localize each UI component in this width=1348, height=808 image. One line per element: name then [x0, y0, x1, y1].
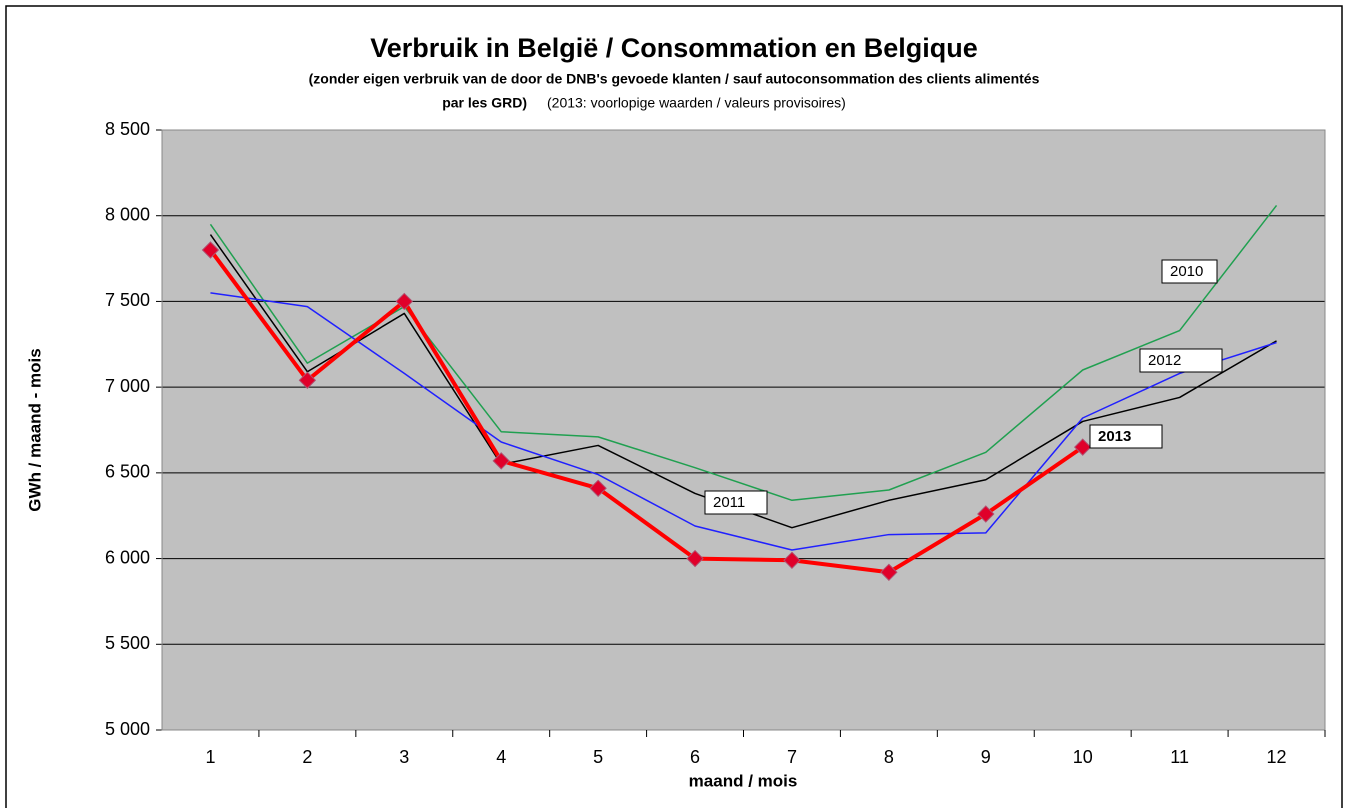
y-tick-label: 6 500: [105, 462, 150, 482]
x-tick-label: 10: [1073, 747, 1093, 767]
x-tick-label: 5: [593, 747, 603, 767]
y-tick-label: 5 500: [105, 633, 150, 653]
data-point: [589, 479, 607, 497]
data-point: [880, 563, 898, 581]
y-axis-label: GWh / maand - mois: [25, 348, 44, 511]
series-label: 2010: [1170, 263, 1203, 280]
series-label: 2013: [1098, 428, 1131, 445]
data-point: [1074, 438, 1092, 456]
x-tick-label: 7: [787, 747, 797, 767]
x-tick-label: 3: [399, 747, 409, 767]
data-point: [298, 371, 317, 389]
x-tick-label: 11: [1170, 747, 1189, 767]
subtitle: (2013: voorlopige waarden / valeurs prov…: [547, 95, 846, 111]
series-label-box: [1139, 348, 1223, 373]
subtitle: par les GRD): [442, 95, 527, 111]
series-label-box: [1161, 259, 1218, 284]
series-label-box: [1089, 424, 1163, 449]
x-tick-label: 4: [496, 747, 506, 767]
series-line: [210, 292, 1277, 551]
series-label: 2011: [713, 494, 745, 511]
data-point: [783, 551, 801, 569]
data-point: [492, 452, 510, 470]
x-tick-label: 12: [1267, 747, 1287, 767]
series-label-box: [704, 490, 768, 515]
y-tick-label: 7 000: [105, 376, 150, 396]
data-point: [395, 292, 413, 311]
data-point: [201, 241, 220, 259]
x-tick-label: 6: [690, 747, 700, 767]
data-point: [686, 549, 704, 568]
y-tick-label: 5 000: [105, 719, 150, 739]
x-axis-label: maand / mois: [689, 771, 798, 790]
subtitle: (zonder eigen verbruik van de door de DN…: [309, 71, 1040, 87]
data-point: [977, 505, 995, 523]
x-tick-label: 9: [981, 747, 991, 767]
y-tick-label: 7 500: [105, 290, 150, 310]
x-tick-label: 8: [884, 747, 894, 767]
y-tick-label: 6 000: [105, 547, 150, 567]
x-tick-label: 2: [302, 747, 312, 767]
x-tick-label: 1: [205, 747, 215, 767]
y-tick-label: 8 500: [105, 119, 150, 139]
series-line: [208, 248, 1084, 575]
y-tick-label: 8 000: [105, 204, 150, 224]
series-label: 2012: [1148, 352, 1181, 369]
chart-title: Verbruik in België / Consommation en Bel…: [370, 33, 978, 63]
